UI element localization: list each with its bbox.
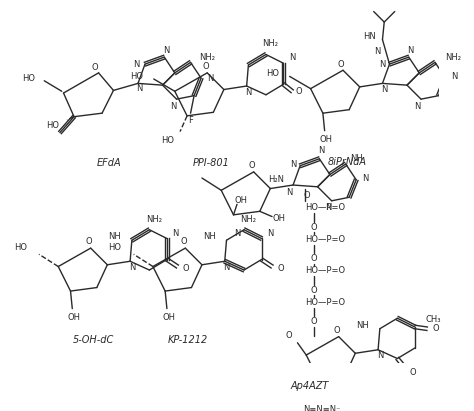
Text: O: O: [248, 161, 255, 170]
Text: NH₂: NH₂: [240, 215, 256, 224]
Text: O: O: [86, 238, 92, 247]
Text: O: O: [285, 331, 292, 340]
Text: N: N: [133, 60, 139, 69]
Text: N: N: [234, 229, 240, 238]
Text: O: O: [304, 191, 310, 200]
Text: N: N: [245, 88, 252, 97]
Text: O: O: [311, 254, 318, 263]
Text: O: O: [311, 223, 318, 231]
Text: N: N: [407, 46, 414, 55]
Text: N: N: [163, 46, 169, 55]
Text: O: O: [180, 238, 187, 247]
Text: 5-OH-dC: 5-OH-dC: [73, 335, 114, 345]
Text: NH: NH: [109, 232, 121, 241]
Text: N: N: [290, 159, 296, 169]
Text: NH: NH: [356, 321, 369, 330]
Text: OH: OH: [320, 135, 333, 144]
Text: OH: OH: [273, 214, 285, 223]
Text: N≡N≡N⁻: N≡N≡N⁻: [303, 405, 341, 411]
Text: O: O: [202, 62, 209, 71]
Text: KP-1212: KP-1212: [168, 335, 208, 345]
Text: OH: OH: [234, 196, 247, 206]
Text: N: N: [325, 203, 331, 212]
Text: N: N: [289, 53, 295, 62]
Text: N: N: [267, 229, 273, 238]
Text: NH: NH: [203, 232, 216, 241]
Text: HO: HO: [14, 243, 27, 252]
Text: CH₃: CH₃: [425, 316, 441, 324]
Text: O: O: [183, 264, 190, 273]
Text: O: O: [296, 87, 302, 96]
Text: O: O: [92, 63, 99, 72]
Text: O: O: [410, 368, 417, 377]
Text: EFdA: EFdA: [97, 158, 121, 168]
Text: HO—P=O: HO—P=O: [305, 266, 346, 275]
Text: HO: HO: [130, 72, 143, 81]
Text: HO: HO: [22, 74, 36, 83]
Text: H₂N: H₂N: [268, 175, 284, 184]
Text: 8iPrNdA: 8iPrNdA: [328, 157, 367, 167]
Text: N: N: [318, 146, 324, 155]
Text: OH: OH: [162, 313, 175, 322]
Text: N: N: [170, 102, 176, 111]
Text: HN: HN: [363, 32, 375, 41]
Text: N: N: [414, 102, 421, 111]
Text: O: O: [277, 264, 284, 273]
Text: NH₂: NH₂: [200, 53, 215, 62]
Text: NH₂: NH₂: [262, 39, 278, 48]
Text: O: O: [334, 326, 340, 335]
Text: N: N: [173, 229, 179, 238]
Text: NH₂: NH₂: [446, 53, 462, 62]
Text: F: F: [188, 115, 193, 125]
Text: O: O: [311, 286, 318, 295]
Text: O: O: [433, 324, 439, 333]
Text: NH: NH: [350, 154, 363, 163]
Text: N: N: [286, 187, 293, 196]
Text: HO—P=O: HO—P=O: [305, 298, 346, 307]
Text: PPI-801: PPI-801: [193, 158, 230, 168]
Text: NH₂: NH₂: [146, 215, 162, 224]
Text: N: N: [379, 60, 386, 69]
Text: O: O: [338, 60, 345, 69]
Text: N: N: [377, 351, 383, 360]
Text: N: N: [362, 173, 368, 182]
Text: N: N: [381, 85, 387, 94]
Text: HO: HO: [161, 136, 174, 145]
Text: HO—P=O: HO—P=O: [305, 235, 346, 244]
Text: N: N: [374, 47, 381, 56]
Text: N: N: [223, 263, 230, 272]
Text: N: N: [128, 263, 135, 272]
Text: HO—P=O: HO—P=O: [305, 203, 346, 212]
Text: N: N: [451, 72, 457, 81]
Text: N: N: [137, 84, 143, 93]
Text: N: N: [207, 74, 213, 83]
Text: Ap4AZT: Ap4AZT: [291, 381, 329, 391]
Text: HO: HO: [109, 243, 121, 252]
Text: OH: OH: [67, 313, 81, 322]
Text: HO: HO: [46, 121, 59, 130]
Text: HO: HO: [266, 69, 279, 78]
Text: O: O: [311, 317, 318, 326]
